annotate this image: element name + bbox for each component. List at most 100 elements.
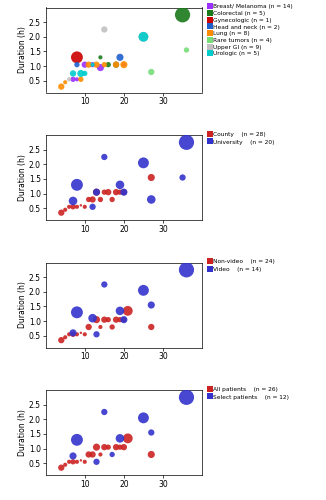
Point — [94, 60, 99, 68]
Point — [90, 450, 95, 458]
Point — [106, 60, 111, 68]
Point — [184, 138, 189, 146]
Point — [102, 60, 107, 68]
Point — [125, 307, 130, 315]
Point — [113, 188, 119, 196]
Point — [59, 336, 64, 344]
Point — [82, 458, 87, 466]
Point — [106, 443, 111, 451]
Point — [102, 443, 107, 451]
Point — [113, 443, 119, 451]
Legend: County    (n = 28), University    (n = 20): County (n = 28), University (n = 20) — [208, 131, 275, 145]
Point — [94, 443, 99, 451]
Point — [74, 181, 80, 189]
Point — [149, 68, 154, 76]
Point — [117, 181, 123, 189]
Point — [110, 323, 115, 331]
Point — [70, 70, 76, 78]
Point — [74, 203, 80, 211]
Point — [113, 60, 119, 68]
Point — [113, 316, 119, 324]
Point — [106, 188, 111, 196]
Point — [74, 308, 80, 316]
Point — [63, 333, 68, 341]
Point — [117, 443, 123, 451]
Point — [94, 188, 99, 196]
Point — [141, 286, 146, 294]
Point — [86, 60, 91, 68]
Point — [141, 33, 146, 41]
Point — [86, 323, 91, 331]
Point — [121, 188, 126, 196]
Point — [102, 188, 107, 196]
Point — [106, 316, 111, 324]
Point — [180, 11, 185, 19]
Point — [63, 206, 68, 214]
Y-axis label: Duration (h): Duration (h) — [18, 409, 27, 456]
Legend: All patients    (n = 26), Select patients    (n = 12): All patients (n = 26), Select patients (… — [208, 386, 290, 400]
Point — [149, 323, 154, 331]
Point — [67, 76, 72, 84]
Point — [78, 329, 83, 337]
Point — [149, 301, 154, 309]
Point — [110, 196, 115, 203]
Point — [70, 458, 76, 466]
Point — [184, 46, 189, 54]
Point — [141, 414, 146, 422]
Point — [149, 196, 154, 203]
Point — [74, 60, 80, 68]
Point — [117, 188, 123, 196]
Point — [149, 174, 154, 182]
Point — [82, 70, 87, 78]
Point — [184, 266, 189, 274]
Point — [74, 76, 80, 84]
Point — [102, 26, 107, 34]
Y-axis label: Duration (h): Duration (h) — [18, 154, 27, 201]
Point — [125, 434, 130, 442]
Point — [121, 60, 126, 68]
Point — [149, 428, 154, 436]
Point — [110, 450, 115, 458]
Point — [121, 316, 126, 324]
Point — [102, 316, 107, 324]
Point — [74, 54, 80, 62]
Point — [74, 436, 80, 444]
Point — [117, 316, 123, 324]
Point — [74, 458, 80, 466]
Point — [184, 394, 189, 402]
Point — [102, 280, 107, 288]
Point — [78, 202, 83, 209]
Point — [78, 70, 83, 78]
Point — [67, 203, 72, 211]
Point — [82, 330, 87, 338]
Point — [94, 458, 99, 466]
Point — [78, 456, 83, 464]
Point — [74, 330, 80, 338]
Point — [117, 307, 123, 315]
Legend: Non-video    (n = 24), Video    (n = 14): Non-video (n = 24), Video (n = 14) — [208, 258, 276, 272]
Point — [70, 197, 76, 205]
Point — [70, 452, 76, 460]
Point — [90, 196, 95, 203]
Point — [180, 174, 185, 182]
Point — [67, 330, 72, 338]
Point — [121, 316, 126, 324]
Point — [59, 208, 64, 216]
Point — [117, 434, 123, 442]
Y-axis label: Duration (h): Duration (h) — [18, 26, 27, 74]
Point — [67, 458, 72, 466]
Point — [78, 76, 83, 84]
Point — [121, 188, 126, 196]
Point — [121, 60, 126, 68]
Point — [82, 203, 87, 211]
Point — [59, 464, 64, 471]
Point — [94, 316, 99, 324]
Point — [94, 330, 99, 338]
Point — [149, 450, 154, 458]
Point — [82, 60, 87, 68]
Point — [98, 54, 103, 62]
Point — [70, 203, 76, 211]
Point — [90, 314, 95, 322]
Point — [90, 203, 95, 211]
Legend: Breast/ Melanoma (n = 14), Colorectal (n = 5), Gynecologic (n = 1), Head and nec: Breast/ Melanoma (n = 14), Colorectal (n… — [208, 4, 294, 57]
